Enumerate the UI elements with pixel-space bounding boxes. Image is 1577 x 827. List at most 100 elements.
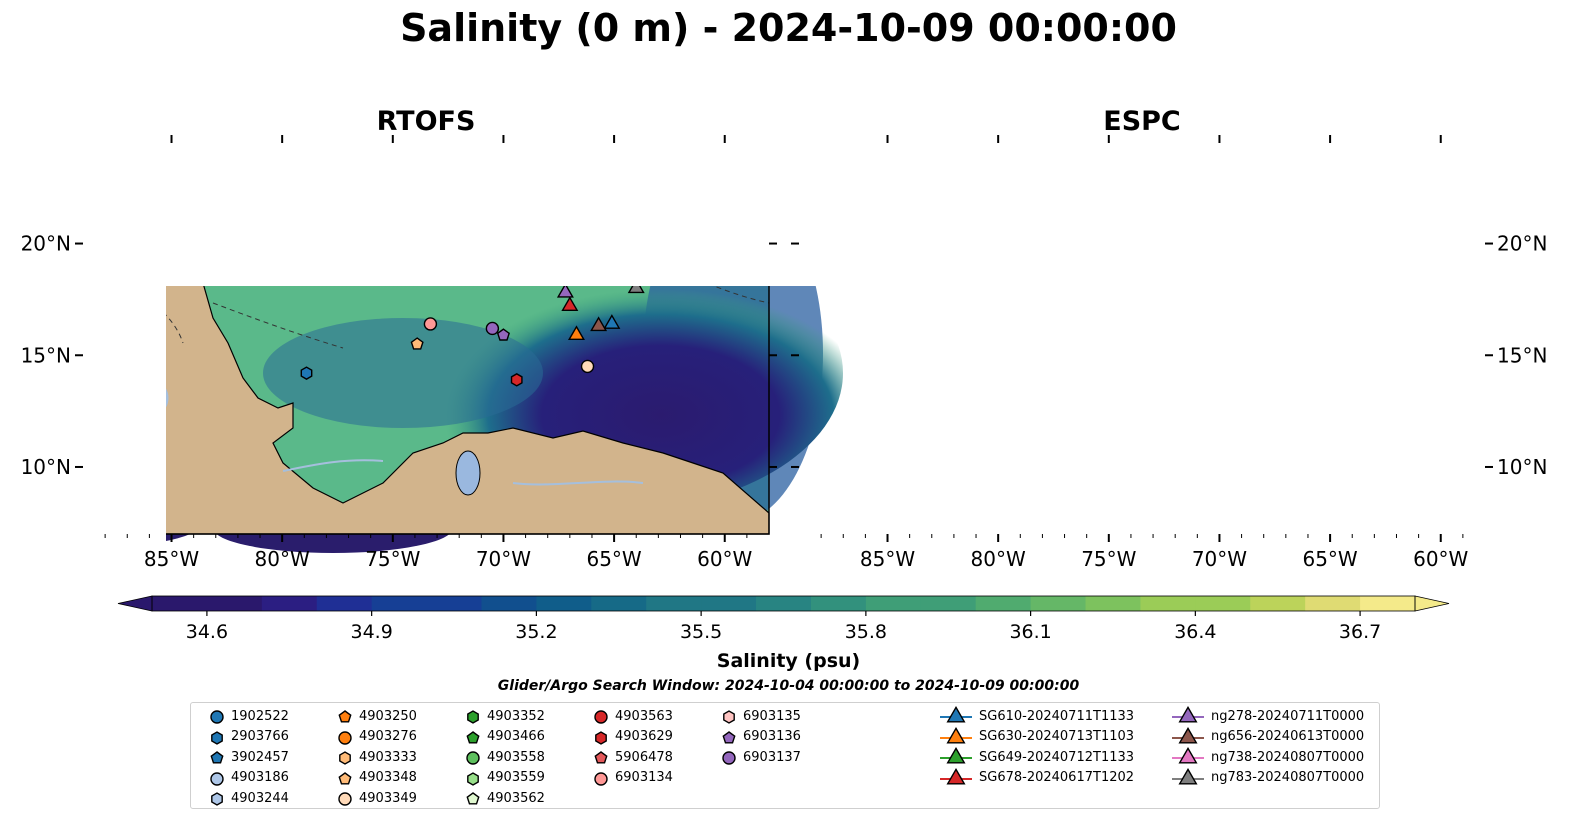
marker-4903563[interactable] <box>990 231 1002 243</box>
marker-ng656-20240613T0000[interactable] <box>590 316 608 332</box>
marker-ng783-20240807T0000[interactable] <box>627 280 645 294</box>
legend-item: SG678-20240617T1202 <box>939 767 1135 788</box>
colorbar-segment <box>865 596 922 611</box>
saline-patch <box>503 148 783 258</box>
marker-2903766[interactable] <box>1017 367 1027 379</box>
marker-4903629[interactable] <box>510 373 523 387</box>
legend-item: 4903333 <box>337 747 417 767</box>
lake-nicaragua <box>166 388 169 408</box>
marker-ng278-20240711T0000[interactable] <box>1274 284 1289 297</box>
marker-4903333[interactable] <box>1351 229 1361 241</box>
marker-6903134[interactable] <box>1140 318 1152 330</box>
lon-tick-label: 65°W <box>586 547 641 571</box>
observation-markers[interactable] <box>815 157 1444 523</box>
marker-4903466[interactable] <box>917 157 928 168</box>
north-atlantic-field <box>799 143 1485 293</box>
circle-marker-icon <box>338 730 352 745</box>
marker-4903276[interactable] <box>1233 251 1245 263</box>
marker-4903559[interactable] <box>219 258 229 270</box>
legend-item: 4903559 <box>465 768 545 788</box>
legend-label: 3902457 <box>231 749 289 765</box>
marker-4903349[interactable] <box>1298 360 1310 372</box>
marker-6903136[interactable] <box>1214 329 1225 340</box>
colorbar-frame <box>151 595 1416 612</box>
marker-ng656-20240613T0000[interactable] <box>1307 318 1322 331</box>
triangle-marker-icon <box>940 747 972 764</box>
colorbar-segment <box>646 596 702 611</box>
marker-SG610-20240711T1133[interactable] <box>603 314 621 329</box>
pentagon-marker-icon <box>466 792 480 805</box>
marker-4903629[interactable] <box>1228 374 1238 386</box>
marker-4903250[interactable] <box>164 197 175 208</box>
marker-uvi_01-20241004T1402[interactable] <box>1298 269 1313 282</box>
legend-label: 4903352 <box>487 708 545 724</box>
legend-item: SG649-20240712T1133 <box>939 747 1134 767</box>
observation-markers[interactable] <box>99 157 728 523</box>
marker-5906478[interactable] <box>829 512 840 523</box>
marker-4903348[interactable] <box>410 337 424 350</box>
lon-tick-label: 70°W <box>1192 547 1247 571</box>
marker-1902522[interactable] <box>99 490 111 502</box>
marker-4903186[interactable] <box>99 490 111 502</box>
marker-4903333[interactable] <box>635 229 645 241</box>
legend-marker <box>467 710 479 724</box>
legend-item: SG630-20240713T1103 <box>939 726 1134 747</box>
colorbar-segment <box>810 596 867 611</box>
triangle-marker-icon <box>1172 726 1204 743</box>
marker-5906478[interactable] <box>113 512 124 523</box>
marker-2903766[interactable] <box>300 366 313 380</box>
legend-marker <box>211 792 223 806</box>
triangle-marker-icon <box>940 706 972 723</box>
marker-SG610-20240711T1133[interactable] <box>1321 316 1336 329</box>
marker-4903558[interactable] <box>391 267 403 279</box>
marker-4903562[interactable] <box>137 208 148 219</box>
isobath-1000 <box>819 253 1485 348</box>
marker-4903244[interactable] <box>669 186 679 198</box>
marker-4903352[interactable] <box>1433 240 1443 252</box>
marker-4903276[interactable] <box>517 251 529 263</box>
marker-4903558[interactable] <box>1107 267 1119 279</box>
marker-SG678-20240617T1202[interactable] <box>561 296 579 312</box>
marker-4903352[interactable] <box>717 240 727 252</box>
marker-uvi_01-20241004T1402[interactable] <box>582 269 597 282</box>
marker-4903244[interactable] <box>1385 186 1395 198</box>
marker-SG630-20240713T1103[interactable] <box>567 325 585 341</box>
marker-4903250[interactable] <box>880 197 891 208</box>
marker-ng783-20240807T0000[interactable] <box>1345 280 1360 293</box>
marker-SG678-20240617T1202[interactable] <box>1279 298 1294 311</box>
marker-4903563[interactable] <box>274 231 286 243</box>
legend-item: 6903136 <box>721 727 801 747</box>
marker-1902522[interactable] <box>815 490 827 502</box>
marker-SG649-20240712T1133[interactable] <box>1287 262 1302 275</box>
legend-marker <box>722 751 736 765</box>
lat-tick-label: 10°N <box>1497 455 1547 479</box>
colorbar-tick-label: 36.7 <box>1339 621 1381 643</box>
marker-3902457[interactable] <box>166 197 177 208</box>
marker-4903466[interactable] <box>201 157 212 168</box>
marker-6903136[interactable] <box>496 328 510 341</box>
marker-6903137[interactable] <box>1202 322 1214 334</box>
pentagon-marker-icon <box>210 751 224 764</box>
panel-title-rtofs: RTOFS <box>376 106 476 137</box>
marker-SG649-20240712T1133[interactable] <box>571 262 586 275</box>
hexagon-marker-icon <box>211 730 223 745</box>
marker-SG630-20240713T1103[interactable] <box>1285 327 1300 340</box>
marker-4903349[interactable] <box>580 359 595 374</box>
marker-4903348[interactable] <box>1127 338 1138 349</box>
marker-4903186[interactable] <box>815 490 827 502</box>
legend-label: SG678-20240617T1202 <box>979 770 1135 785</box>
legend-item: 5906478 <box>593 747 673 767</box>
legend-item: 4903186 <box>209 768 289 788</box>
marker-6903137[interactable] <box>485 321 500 336</box>
marker-ng738-20240807T0000[interactable] <box>1347 255 1362 268</box>
marker-ng278-20240711T0000[interactable] <box>556 284 574 298</box>
marker-4903559[interactable] <box>935 258 945 270</box>
marker-6903134[interactable] <box>423 317 438 331</box>
marker-6903135[interactable] <box>1132 168 1142 180</box>
marker-ng738-20240807T0000[interactable] <box>631 255 646 268</box>
legend-label: 6903137 <box>743 749 801 765</box>
marker-3902457[interactable] <box>882 197 893 208</box>
marker-6903135[interactable] <box>416 168 426 180</box>
marker-4903562[interactable] <box>853 208 864 219</box>
circle-marker-icon <box>722 751 736 765</box>
